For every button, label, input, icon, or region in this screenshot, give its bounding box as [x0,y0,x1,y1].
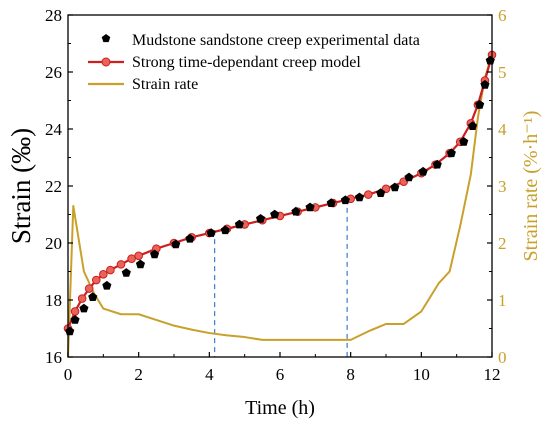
bottom-tick-label: 10 [413,365,430,384]
legend-entry-experimental: Mudstone sandstone creep experimental da… [101,32,420,49]
experimental-point [475,100,485,109]
left-tick-label: 28 [45,6,62,25]
y2-axis-label: Strain rate (%·h⁻¹) [520,111,542,262]
bottom-tick-label: 0 [64,365,73,384]
right-axis-ticks: 0 1 2 3 4 5 6 [487,6,507,367]
bottom-tick-label: 4 [205,365,214,384]
experimental-point [234,219,244,229]
strain-rate-line [67,54,493,358]
right-tick-label: 3 [498,177,507,196]
x-axis-label: Time (h) [245,397,315,419]
experimental-point [220,225,230,235]
legend-label-model: Strong time-dependant creep model [132,54,361,71]
experimental-point [480,80,490,89]
legend-label-experimental: Mudstone sandstone creep experimental da… [132,32,420,49]
left-tick-label: 22 [45,177,62,196]
model-point [116,260,126,269]
model-point [127,254,136,263]
experimental-point [121,268,131,277]
bottom-axis-ticks: 0 2 4 6 8 10 12 [64,352,501,384]
experimental-point [270,209,280,219]
experimental-point [305,202,315,212]
model-point [84,284,94,293]
y-axis-label: Strain (‰) [6,128,36,244]
right-tick-label: 0 [498,348,507,367]
experimental-point [404,172,414,182]
left-axis-ticks: 16 18 20 22 24 26 28 [45,6,73,367]
left-tick-label: 26 [45,63,62,82]
experimental-point [135,259,145,269]
right-tick-label: 6 [498,6,507,25]
experimental-point [446,148,456,158]
experimental-point [185,233,195,243]
experimental-point [79,303,89,313]
model-point [134,251,143,261]
experimental-point [256,214,266,223]
model-point [364,190,373,199]
bottom-tick-label: 6 [276,365,285,384]
left-tick-label: 16 [45,348,62,367]
left-tick-label: 24 [45,120,63,139]
experimental-point [390,182,400,192]
right-tick-label: 1 [498,291,507,310]
legend-entry-rate: Strain rate [88,76,198,93]
experimental-point [171,239,181,249]
left-tick-label: 18 [45,291,62,310]
right-tick-label: 2 [498,234,507,253]
experimental-point [468,121,478,130]
bottom-tick-label: 12 [484,365,501,384]
right-tick-label: 4 [498,120,507,139]
model-point [77,294,87,303]
legend: Mudstone sandstone creep experimental da… [88,32,420,93]
model-point [70,307,80,316]
bottom-tick-label: 8 [346,365,355,384]
experimental-point [70,315,80,324]
experimental-point [88,292,98,301]
model-point [399,177,408,187]
experimental-point [376,188,386,197]
model-point [106,265,115,275]
left-tick-label: 20 [45,234,62,253]
experimental-point [354,192,365,202]
model-line [66,54,494,329]
bottom-tick-label: 2 [134,365,143,384]
legend-label-rate: Strain rate [132,76,198,93]
experimental-point [102,280,112,290]
experimental-point [206,228,216,237]
experimental-point [340,195,350,205]
plot-series [63,50,497,358]
legend-model-marker [101,57,111,67]
experimental-point [432,159,442,169]
legend-entry-model: Strong time-dependant creep model [88,54,361,71]
experimental-point [150,249,160,259]
legend-pentagon-marker [101,34,111,43]
model-point [91,275,101,285]
experimental-point [459,137,469,146]
experimental-point [291,206,301,216]
model-point [99,270,108,279]
right-tick-label: 5 [498,63,507,82]
experimental-point [326,198,336,207]
experimental-point [418,166,428,176]
